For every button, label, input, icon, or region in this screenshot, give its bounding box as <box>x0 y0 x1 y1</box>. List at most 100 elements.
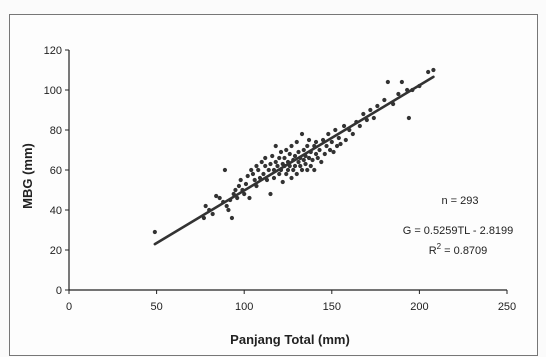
data-point <box>329 139 334 145</box>
data-point <box>254 163 259 169</box>
x-tick-label: 0 <box>66 301 72 313</box>
data-point <box>361 111 366 117</box>
data-point <box>264 177 270 183</box>
data-point <box>201 215 207 221</box>
r2-prefix: R <box>429 245 437 257</box>
data-point <box>343 137 348 143</box>
data-point <box>252 177 257 183</box>
y-tick-label: 80 <box>50 125 62 137</box>
data-point <box>245 173 250 179</box>
y-tick-label: 40 <box>50 205 62 217</box>
y-tick-label: 0 <box>56 285 62 297</box>
data-point <box>306 137 312 143</box>
data-point <box>287 151 292 157</box>
data-point <box>235 195 240 201</box>
data-point <box>299 167 305 173</box>
data-point <box>296 149 301 155</box>
data-point <box>203 203 208 209</box>
data-point <box>315 155 320 161</box>
data-point <box>294 139 299 145</box>
data-point <box>341 123 347 129</box>
data-point <box>292 153 298 159</box>
data-point <box>238 177 243 183</box>
data-point <box>313 151 319 157</box>
data-point <box>371 115 376 121</box>
data-point <box>268 161 273 167</box>
data-point <box>277 171 282 177</box>
data-point <box>319 159 324 165</box>
data-point <box>278 149 284 155</box>
data-point <box>284 147 289 153</box>
data-point <box>396 91 401 97</box>
data-point <box>324 143 329 149</box>
data-point <box>368 107 373 113</box>
y-tick-label: 20 <box>50 245 62 257</box>
data-point <box>263 155 268 161</box>
data-point <box>217 195 222 201</box>
data-point <box>249 167 254 173</box>
trend-line <box>153 75 435 246</box>
x-tick-label: 100 <box>235 301 253 313</box>
data-point <box>277 155 282 161</box>
data-point <box>431 67 436 73</box>
data-point <box>338 141 343 147</box>
data-point <box>313 139 319 145</box>
data-point <box>284 171 289 177</box>
data-point <box>236 183 242 189</box>
data-point <box>275 163 280 169</box>
data-point <box>399 79 404 85</box>
data-point <box>301 157 306 163</box>
data-point <box>406 115 411 121</box>
data-point <box>312 167 317 173</box>
data-point <box>226 207 231 213</box>
y-tick-label: 120 <box>44 45 62 57</box>
data-point <box>270 153 275 159</box>
data-point <box>152 229 157 235</box>
data-point <box>292 163 298 169</box>
data-point <box>233 187 238 193</box>
r2-annotation: R2 = 0.8709 <box>429 242 488 257</box>
equation-annotation: G = 0.5259TL - 2.8199 <box>403 225 514 237</box>
n-annotation: n = 293 <box>441 195 478 207</box>
data-point <box>214 193 219 199</box>
data-point <box>280 179 285 185</box>
data-point <box>268 191 273 197</box>
data-point <box>243 181 249 187</box>
data-point <box>317 147 322 153</box>
data-point <box>285 167 291 173</box>
data-point <box>222 167 228 173</box>
data-point <box>310 157 315 163</box>
data-point <box>385 79 390 85</box>
data-point <box>266 167 271 173</box>
data-point <box>350 131 355 137</box>
data-point <box>327 147 333 153</box>
data-point <box>273 159 278 165</box>
data-point <box>357 123 362 129</box>
data-point <box>305 167 310 173</box>
data-point <box>261 171 266 177</box>
data-point <box>298 163 303 169</box>
x-tick-label: 250 <box>498 301 516 313</box>
data-point <box>382 97 387 103</box>
data-point <box>296 159 301 165</box>
y-axis-title: MBG (mm) <box>20 143 35 209</box>
data-point <box>334 143 340 149</box>
y-ticks: 0 20 40 60 80 100 120 <box>44 45 69 297</box>
data-point <box>271 175 277 181</box>
x-tick-label: 200 <box>410 301 428 313</box>
data-point <box>273 143 278 149</box>
data-point <box>282 155 287 161</box>
data-point <box>336 135 341 141</box>
data-point <box>301 147 306 153</box>
data-point <box>331 149 336 155</box>
data-point <box>256 167 261 173</box>
data-point <box>259 159 264 165</box>
data-point <box>250 171 256 177</box>
data-point <box>306 155 312 161</box>
data-point <box>289 143 294 149</box>
data-point <box>326 131 331 137</box>
data-point <box>242 191 247 197</box>
data-point <box>375 103 380 109</box>
data-point <box>299 131 305 137</box>
